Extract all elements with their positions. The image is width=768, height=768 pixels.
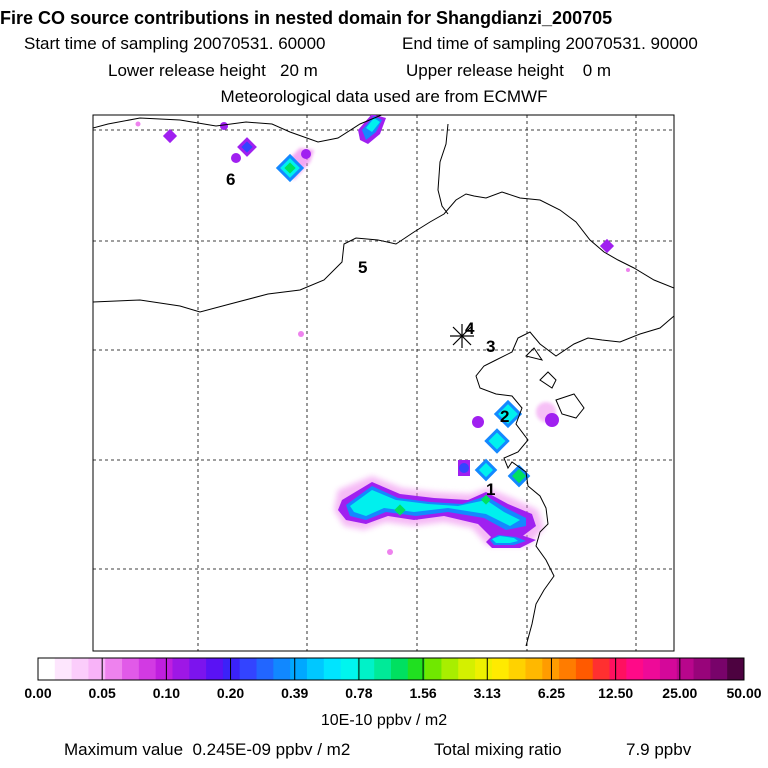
colorbar-swatch — [659, 658, 678, 680]
plume-cells-south — [387, 399, 559, 555]
colorbar-swatch — [290, 658, 308, 680]
colorbar-tick-label: 0.00 — [24, 685, 52, 701]
colorbar-swatch — [172, 658, 190, 680]
colorbar-swatch — [592, 658, 611, 680]
colorbar-tick-label: 0.78 — [345, 685, 373, 701]
colorbar-tick-label: 0.05 — [88, 685, 116, 701]
colorbar-swatch — [189, 658, 207, 680]
colorbar-swatch — [575, 658, 594, 680]
colorbar-swatch — [609, 658, 627, 680]
colorbar-swatch — [407, 658, 426, 680]
colorbar — [37, 657, 745, 681]
colorbar-swatch — [239, 658, 258, 680]
met-data-label: Meteorological data used are from ECMWF — [220, 87, 548, 106]
end-time-label: End time of sampling 20070531. 90000 — [402, 34, 698, 53]
colorbar-tick-label: 50.00 — [726, 685, 762, 701]
plume-south — [334, 476, 544, 548]
point-label-4: 4 — [465, 319, 475, 338]
total-mixing-ratio-label: Total mixing ratio — [434, 740, 562, 759]
colorbar-swatch — [71, 658, 89, 680]
plot-frame — [92, 114, 675, 652]
colorbar-swatch — [643, 658, 661, 680]
colorbar-swatch — [508, 658, 526, 680]
colorbar-swatch — [306, 658, 325, 680]
colorbar-tick-label: 0.10 — [152, 685, 180, 701]
grid-lines — [93, 115, 674, 651]
colorbar-tick-label: 6.25 — [537, 685, 566, 701]
colorbar-swatch — [256, 658, 274, 680]
colorbar-swatch — [693, 658, 711, 680]
colorbar-swatch — [357, 658, 375, 680]
station-marker — [450, 324, 474, 348]
colorbar-swatch — [38, 658, 56, 680]
colorbar-swatch — [155, 658, 173, 680]
colorbar-swatch — [491, 658, 510, 680]
colorbar-swatch — [424, 658, 442, 680]
colorbar-swatch — [222, 658, 241, 680]
lower-release-height-label: Lower release height 20 m — [108, 61, 318, 80]
colorbar-tick-label: 12.50 — [598, 685, 634, 701]
colorbar-swatch — [374, 658, 392, 680]
colorbar-tick-label: 1.56 — [409, 685, 437, 701]
colorbar-swatch — [122, 658, 140, 680]
colorbar-swatch — [727, 658, 745, 680]
colorbar-swatch — [54, 658, 73, 680]
colorbar-tick-label: 25.00 — [662, 685, 698, 701]
colorbar-swatch — [88, 658, 106, 680]
colorbar-swatch — [273, 658, 291, 680]
maximum-value-label: Maximum value 0.245E-09 ppbv / m2 — [64, 740, 351, 759]
colorbar-swatch — [323, 658, 342, 680]
point-label-3: 3 — [486, 337, 495, 356]
start-time-label: Start time of sampling 20070531. 60000 — [24, 34, 326, 53]
map-outlines — [93, 115, 674, 647]
colorbar-swatch — [441, 658, 459, 680]
colorbar-swatch — [340, 658, 358, 680]
concentration-field — [135, 115, 630, 555]
colorbar-tick-label: 3.13 — [473, 685, 501, 701]
point-label-6: 6 — [226, 170, 235, 189]
total-mixing-ratio-value: 7.9 ppbv — [626, 740, 692, 759]
colorbar-swatch — [525, 658, 543, 680]
colorbar-swatch — [710, 658, 728, 680]
point-label-1: 1 — [486, 480, 495, 499]
point-label-5: 5 — [358, 258, 367, 277]
colorbar-swatch — [559, 658, 577, 680]
point-labels: 1 2 3 4 5 6 — [226, 170, 509, 499]
colorbar-swatch — [626, 658, 644, 680]
colorbar-units: 10E-10 ppbv / m2 — [320, 712, 448, 729]
colorbar-tick-label: 0.20 — [216, 685, 245, 701]
point-label-2: 2 — [500, 407, 509, 426]
colorbar-swatch — [542, 658, 560, 680]
colorbar-swatch — [105, 658, 123, 680]
colorbar-swatch — [138, 658, 157, 680]
colorbar-swatch — [676, 658, 695, 680]
colorbar-swatch — [206, 658, 224, 680]
colorbar-swatch — [475, 658, 493, 680]
upper-release-height-label: Upper release height 0 m — [406, 61, 612, 80]
chart-title: Fire CO source contributions in nested d… — [0, 8, 613, 28]
colorbar-tick-label: 0.39 — [281, 685, 309, 701]
colorbar-swatch — [458, 658, 476, 680]
colorbar-swatch — [391, 658, 409, 680]
